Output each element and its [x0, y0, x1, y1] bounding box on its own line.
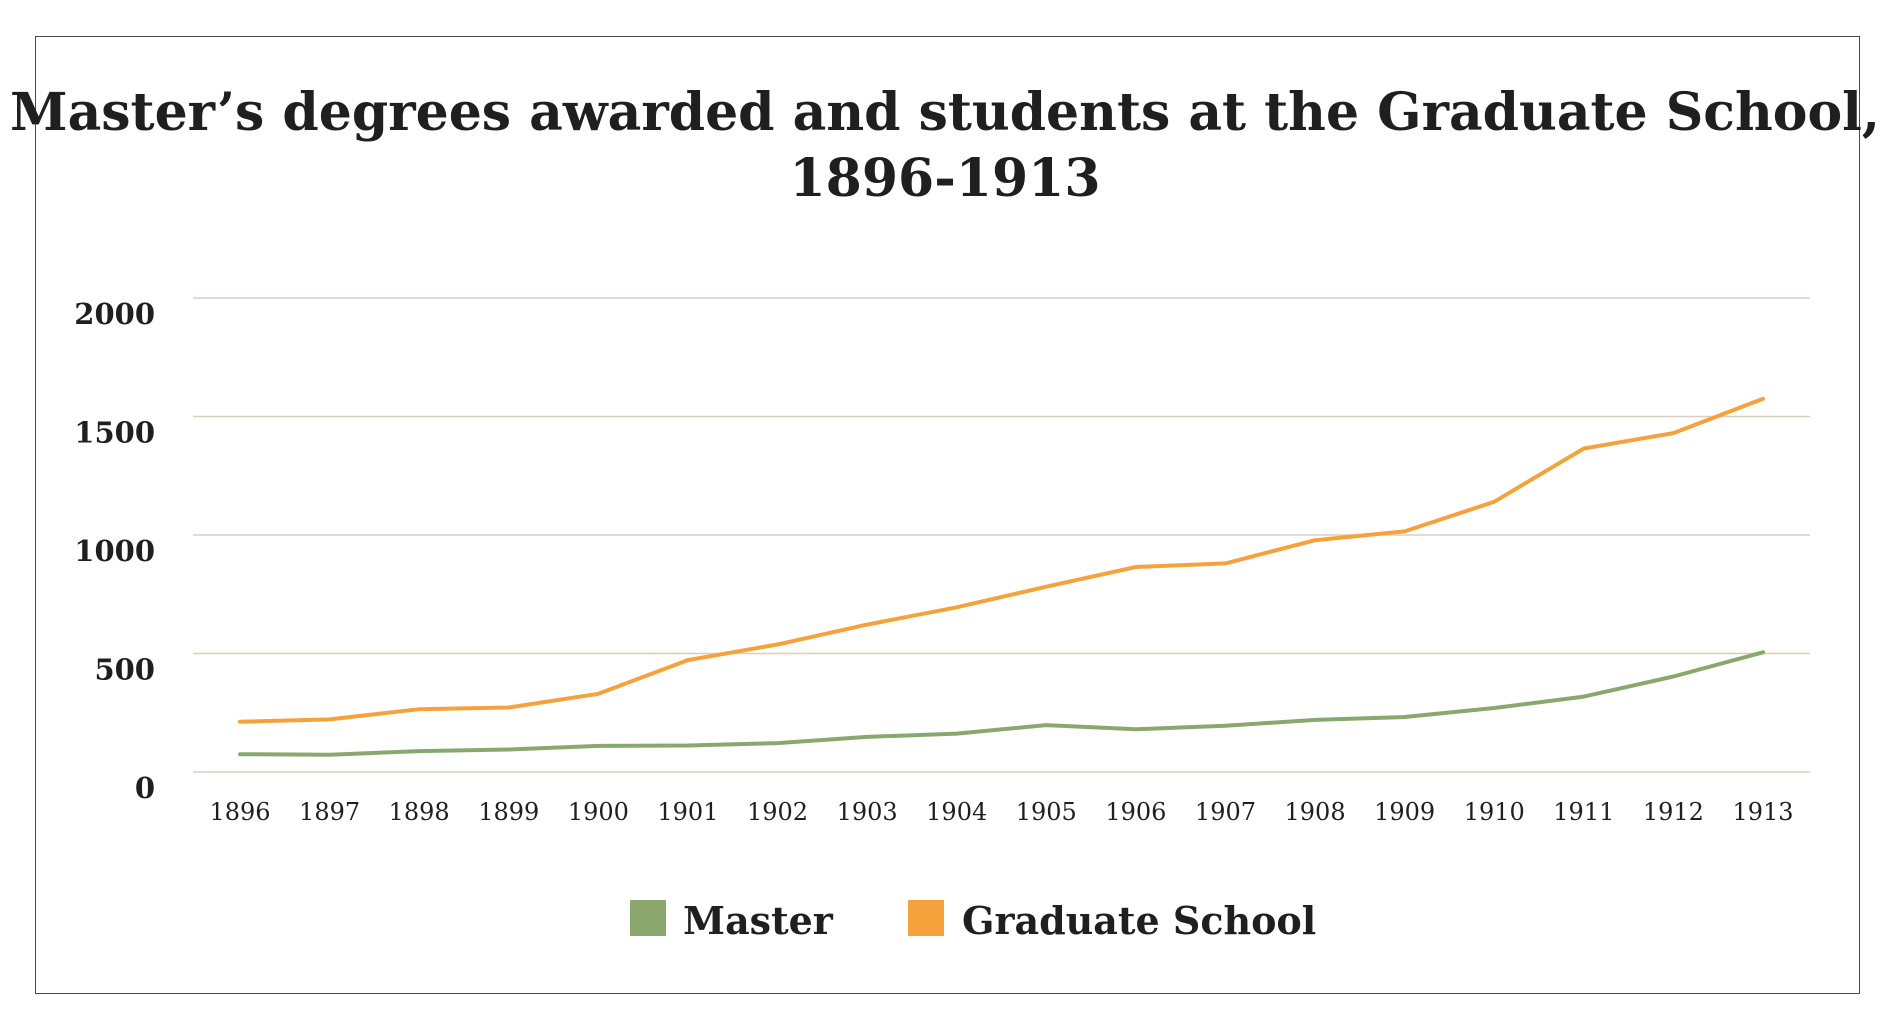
legend: Master Graduate School — [630, 898, 1316, 943]
x-tick-label: 1912 — [1643, 798, 1704, 826]
x-tick-label: 1899 — [478, 798, 539, 826]
legend-swatch-master — [630, 900, 666, 936]
series-line-master — [238, 650, 1765, 757]
series-lines — [238, 396, 1765, 757]
x-tick-label: 1904 — [926, 798, 987, 826]
x-tick-label: 1910 — [1464, 798, 1525, 826]
y-tick-label: 2000 — [74, 297, 155, 331]
x-tick-label: 1901 — [657, 798, 718, 826]
x-tick-label: 1903 — [837, 798, 898, 826]
chart-title-line-2: 1896-1913 — [789, 148, 1101, 209]
x-tick-label: 1911 — [1553, 798, 1614, 826]
x-tick-label: 1907 — [1195, 798, 1256, 826]
chart-title-line-1: Master’s degrees awarded and students at… — [10, 82, 1880, 143]
legend-label-master: Master — [683, 898, 834, 943]
x-tick-label: 1909 — [1374, 798, 1435, 826]
y-tick-label: 1500 — [74, 416, 155, 450]
x-tick-label: 1913 — [1732, 798, 1793, 826]
chart-frame — [35, 36, 1860, 994]
x-tick-label: 1897 — [299, 798, 360, 826]
x-tick-label: 1898 — [389, 798, 450, 826]
x-tick-label: 1902 — [747, 798, 808, 826]
y-tick-label: 500 — [94, 653, 155, 687]
y-axis-ticks: 0 500 1000 1500 2000 — [74, 297, 155, 805]
x-tick-label: 1908 — [1285, 798, 1346, 826]
x-tick-label: 1900 — [568, 798, 629, 826]
y-tick-label: 1000 — [74, 534, 155, 568]
gridlines — [193, 297, 1810, 773]
legend-label-graduate-school: Graduate School — [962, 898, 1316, 943]
x-tick-label: 1906 — [1105, 798, 1166, 826]
x-axis-ticks: 1896 1897 1898 1899 1900 1901 1902 1903 1904 1905… — [209, 798, 1793, 826]
chart-title: Master’s degrees awarded and students at… — [0, 80, 1890, 212]
legend-swatch-graduate-school — [908, 900, 944, 936]
series-line-graduate-school — [238, 396, 1765, 724]
y-tick-label: 0 — [135, 771, 155, 805]
x-tick-label: 1905 — [1016, 798, 1077, 826]
x-tick-label: 1896 — [209, 798, 270, 826]
